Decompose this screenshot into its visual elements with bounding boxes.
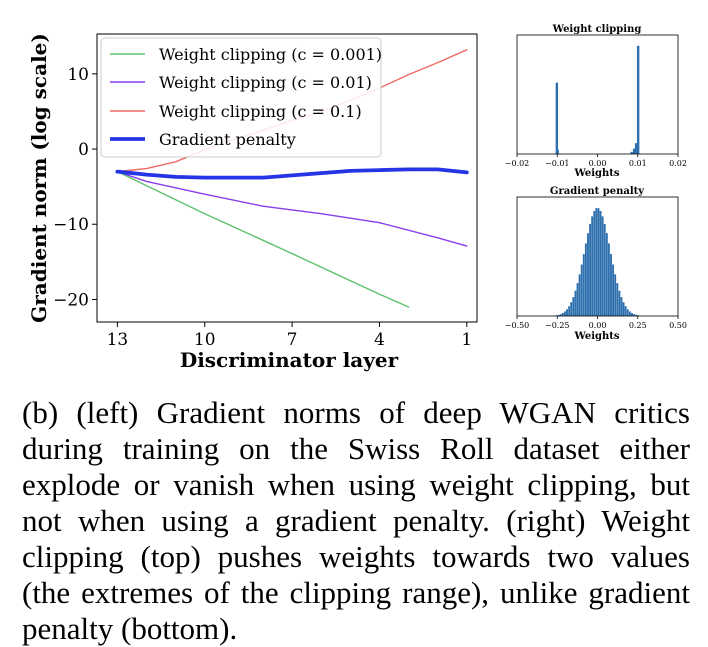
legend-label: Gradient penalty (159, 130, 296, 149)
gradient-penalty-histogram: Gradient penalty −0.50 −0.25 0.00 0.25 0.50 … (505, 186, 687, 342)
weight-clipping-hist-frame (516, 34, 679, 155)
y-tick-label: 10 (67, 65, 89, 85)
histogram-bar (612, 264, 615, 316)
x-tick-label: 13 (107, 330, 129, 350)
hist-x-tick-label: 0.25 (629, 321, 647, 330)
legend-label: Weight clipping (c = 0.1) (159, 102, 362, 121)
histogram-bar (584, 243, 587, 316)
histogram-bar (605, 233, 608, 316)
histogram-bar (578, 274, 581, 316)
weight-clipping-hist-title: Weight clipping (552, 24, 642, 35)
figure-caption: (b) (left) Gradient norms of deep WGAN c… (22, 395, 690, 646)
legend-box (100, 37, 382, 158)
gradient-penalty-x-ticks: −0.50 −0.25 0.00 0.25 0.50 (505, 316, 687, 330)
histogram-bar (618, 290, 621, 316)
main-y-ticks: 10 0 −10 −20 (53, 65, 97, 310)
histogram-bar (580, 264, 583, 316)
histogram-bar (630, 313, 633, 316)
hist-x-tick-label: 0.01 (629, 159, 647, 168)
histogram-bar (566, 309, 568, 316)
series-line-1 (116, 170, 468, 247)
x-tick-label: 7 (287, 330, 298, 350)
histogram-bar (570, 302, 573, 316)
hist-x-tick-label: −0.25 (545, 321, 570, 330)
x-tick-label: 4 (374, 330, 385, 350)
histogram-bar (616, 283, 619, 316)
main-y-axis-label: Gradient norm (log scale) (27, 33, 51, 323)
histogram-bar (568, 306, 571, 316)
histogram-bar (610, 254, 612, 316)
series-line-3 (115, 167, 469, 180)
histogram-bar (576, 283, 579, 316)
histogram-bar (635, 314, 638, 316)
hist-x-tick-label: −0.02 (505, 159, 530, 168)
hist-x-tick-label: 0.00 (589, 159, 607, 168)
histogram-bar (559, 314, 562, 316)
main-x-ticks: 13 10 7 4 1 (107, 322, 472, 350)
weight-clipping-x-ticks: −0.02 −0.01 0.00 0.01 0.02 (505, 154, 687, 168)
histogram-bar (597, 208, 600, 316)
weight-clipping-hist-xlabel: Weights (573, 168, 619, 179)
histogram-bar (626, 309, 629, 316)
hist-x-tick-label: 0.50 (669, 321, 687, 330)
histogram-bar (572, 297, 575, 316)
histogram-bar (589, 223, 592, 316)
legend-label: Weight clipping (c = 0.001) (159, 45, 382, 64)
histogram-bar (591, 216, 594, 316)
hist-x-tick-label: −0.01 (545, 159, 570, 168)
main-x-axis-label: Discriminator layer (180, 348, 399, 372)
x-tick-label: 1 (461, 330, 472, 350)
weight-clipping-bars (555, 45, 640, 155)
histogram-bar (557, 314, 560, 316)
histogram-bar (622, 302, 625, 316)
y-tick-label: −20 (53, 290, 89, 310)
hist-x-tick-label: 0.02 (669, 159, 687, 168)
histogram-bar (593, 210, 596, 316)
histogram-bar (564, 311, 566, 316)
histogram-bar (574, 290, 577, 316)
histogram-bar (607, 243, 610, 316)
series-line-0 (116, 170, 410, 308)
histogram-bar (636, 45, 640, 155)
histogram-bar (603, 223, 606, 316)
histogram-bar (630, 151, 633, 154)
histogram-bar (561, 313, 564, 316)
histogram-bar (582, 254, 585, 316)
histogram-bar (595, 208, 598, 316)
histogram-bar (555, 82, 559, 154)
histogram-bar (601, 216, 604, 316)
histogram-bar (614, 274, 617, 316)
figure: 13 10 7 4 1 10 0 −10 −20 Discriminator layer Gr… (27, 24, 687, 372)
histogram-bar (628, 311, 631, 316)
histogram-bar (620, 297, 623, 316)
main-plot-frame (96, 33, 478, 323)
legend-label: Weight clipping (c = 0.01) (159, 73, 372, 92)
gradient-penalty-bars (555, 208, 640, 316)
histogram-bar (599, 210, 602, 316)
y-tick-label: 0 (78, 140, 89, 160)
hist-x-tick-label: 0.00 (589, 321, 607, 330)
x-tick-label: 10 (194, 330, 216, 350)
hist-x-tick-label: −0.50 (505, 321, 530, 330)
histogram-bar (587, 233, 589, 316)
histogram-bar (634, 143, 638, 154)
histogram-bar (632, 148, 636, 154)
histogram-bar (633, 314, 635, 316)
main-line-chart: 13 10 7 4 1 10 0 −10 −20 Discriminator layer Gr… (27, 33, 478, 372)
y-tick-label: −10 (53, 215, 89, 235)
gradient-penalty-hist-xlabel: Weights (573, 331, 619, 342)
legend: Weight clipping (c = 0.001) Weight clipp… (100, 37, 382, 158)
histogram-bar (624, 306, 627, 316)
histogram-bar (556, 149, 559, 154)
gradient-penalty-hist-title: Gradient penalty (550, 186, 645, 197)
weight-clipping-histogram: Weight clipping −0.02 −0.01 0.00 0.01 0.02 W… (505, 24, 687, 179)
